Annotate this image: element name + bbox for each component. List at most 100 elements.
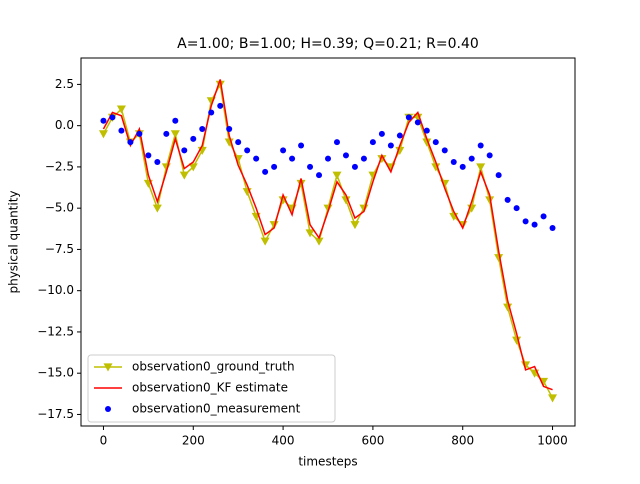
triangle-marker xyxy=(548,394,558,403)
y-axis-label: physical quantity xyxy=(7,190,21,293)
legend-label: observation0_measurement xyxy=(132,402,301,416)
legend-label: observation0_KF estimate xyxy=(132,381,288,395)
triangle-marker xyxy=(260,237,270,246)
measurement-point xyxy=(513,205,520,212)
measurement-point xyxy=(522,218,529,225)
x-tick-label: 200 xyxy=(182,434,205,448)
measurement-point xyxy=(468,155,475,162)
y-tick-label: −17.5 xyxy=(37,407,74,421)
y-tick-label: −15.0 xyxy=(37,366,74,380)
triangle-marker xyxy=(476,163,486,172)
measurement-point xyxy=(271,163,278,170)
triangle-marker xyxy=(422,138,432,147)
triangle-marker xyxy=(170,130,180,139)
measurement-point xyxy=(531,221,538,228)
measurement-point xyxy=(289,155,296,162)
triangle-marker xyxy=(431,163,441,172)
triangle-marker xyxy=(296,179,306,188)
triangle-marker xyxy=(98,130,108,139)
measurement-point xyxy=(244,147,251,154)
x-tick-label: 600 xyxy=(361,434,384,448)
measurement-point xyxy=(298,142,305,149)
y-tick-label: −12.5 xyxy=(37,324,74,338)
measurement-point xyxy=(145,152,152,159)
triangle-marker xyxy=(314,237,324,246)
x-tick-label: 1000 xyxy=(537,434,568,448)
measurement-point xyxy=(199,125,206,132)
measurement-point xyxy=(136,130,143,137)
measurement-point xyxy=(405,114,412,121)
x-axis-label: timesteps xyxy=(298,455,357,469)
measurement-point xyxy=(477,142,484,149)
measurement-point xyxy=(235,139,242,146)
measurement-point xyxy=(253,155,260,162)
y-tick-label: −10.0 xyxy=(37,283,74,297)
triangle-marker xyxy=(503,303,513,312)
plot xyxy=(98,79,558,403)
measurement-point xyxy=(217,102,224,109)
y-tick-label: 0.0 xyxy=(55,118,74,132)
measurement-point xyxy=(109,114,116,121)
measurement-point xyxy=(325,155,331,162)
measurement-point xyxy=(450,158,457,165)
measurement-point xyxy=(459,163,466,170)
measurement-point xyxy=(495,172,502,179)
triangle-marker xyxy=(377,155,387,164)
measurement-point xyxy=(100,117,107,124)
measurement-point xyxy=(316,172,323,179)
triangle-marker xyxy=(494,254,504,263)
measurement-point xyxy=(163,130,170,137)
triangle-marker xyxy=(116,105,126,114)
y-tick-label: −2.5 xyxy=(45,159,74,173)
measurement-point xyxy=(441,147,448,154)
y-tick-label: −5.0 xyxy=(45,201,74,215)
measurement-point xyxy=(262,168,269,175)
legend-marker xyxy=(103,363,113,372)
triangle-marker xyxy=(350,221,360,230)
measurement-point xyxy=(154,158,161,165)
measurement-point xyxy=(423,127,430,134)
triangle-marker xyxy=(179,171,189,180)
series-line xyxy=(102,79,553,391)
measurement-point xyxy=(351,163,358,170)
triangle-marker xyxy=(341,196,351,205)
measurement-point xyxy=(396,132,403,139)
chart-title: A=1.00; B=1.00; H=0.39; Q=0.21; R=0.40 xyxy=(177,36,479,52)
triangle-marker xyxy=(215,80,225,89)
measurement-point xyxy=(333,139,340,146)
measurement-point xyxy=(369,139,376,146)
legend-box xyxy=(87,354,336,423)
measurement-point xyxy=(208,109,215,116)
measurement-point xyxy=(360,155,367,162)
triangle-marker xyxy=(305,229,315,238)
x-tick-label: 0 xyxy=(100,434,108,448)
triangle-marker xyxy=(485,196,495,205)
measurement-point xyxy=(181,147,188,154)
measurement-point xyxy=(127,139,134,146)
triangle-marker xyxy=(512,336,522,345)
measurement-point xyxy=(387,142,394,149)
measurement-point xyxy=(307,163,314,170)
measurement-point xyxy=(190,135,197,142)
measurement-point xyxy=(432,139,439,146)
triangle-marker xyxy=(395,146,405,155)
measurement-point xyxy=(118,127,125,134)
measurement-point xyxy=(342,152,349,159)
measurement-point xyxy=(549,224,556,231)
measurement-point xyxy=(486,152,493,159)
triangle-marker xyxy=(152,204,162,213)
measurement-point xyxy=(414,119,421,126)
legend-label: observation0_ground_truth xyxy=(132,360,295,374)
x-tick-label: 800 xyxy=(451,434,474,448)
measurement-point xyxy=(226,125,233,132)
measurement-point xyxy=(540,213,547,220)
measurement-point xyxy=(504,196,511,203)
series-line xyxy=(102,82,554,399)
triangle-marker xyxy=(188,163,198,172)
y-tick-label: −7.5 xyxy=(45,242,74,256)
legend-swatch xyxy=(105,406,111,412)
measurement-point xyxy=(280,147,287,154)
y-tick-label: 2.5 xyxy=(55,77,74,91)
plot-frame xyxy=(80,57,576,427)
triangle-marker xyxy=(332,171,342,180)
